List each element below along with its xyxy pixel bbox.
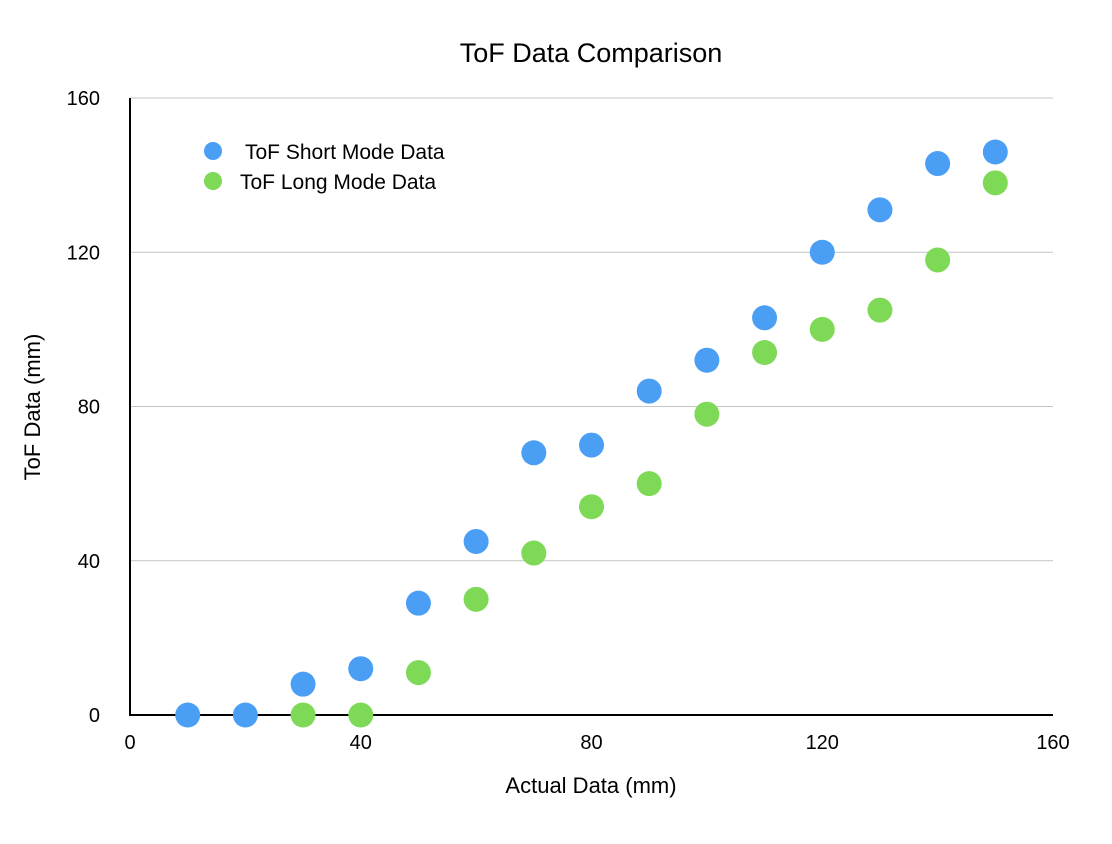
legend-marker-short bbox=[204, 142, 222, 160]
data-point bbox=[752, 305, 778, 331]
data-point bbox=[405, 590, 431, 616]
y-tick-labels: 0 40 80 120 160 bbox=[67, 88, 100, 727]
legend-label-short: ToF Short Mode Data bbox=[245, 141, 445, 164]
x-tick-label: 120 bbox=[806, 732, 839, 754]
data-point bbox=[867, 297, 893, 323]
data-point bbox=[809, 239, 835, 265]
data-point bbox=[232, 702, 258, 728]
x-tick-labels: 0 40 80 120 160 bbox=[124, 732, 1069, 754]
data-point bbox=[463, 586, 489, 612]
legend-item-short: ToF Short Mode Data bbox=[204, 141, 445, 164]
data-point bbox=[809, 316, 835, 342]
x-tick-label: 80 bbox=[580, 732, 602, 754]
data-point bbox=[694, 347, 720, 373]
y-axis-title: ToF Data (mm) bbox=[20, 334, 45, 481]
x-tick-label: 0 bbox=[124, 732, 135, 754]
chart-title: ToF Data Comparison bbox=[460, 38, 723, 68]
x-axis-title: Actual Data (mm) bbox=[505, 773, 676, 798]
data-point bbox=[925, 247, 951, 273]
data-point bbox=[290, 671, 316, 697]
gridlines bbox=[130, 97, 1053, 562]
data-point bbox=[925, 151, 951, 177]
data-point bbox=[290, 702, 316, 728]
data-point bbox=[579, 432, 604, 458]
data-point bbox=[521, 440, 547, 466]
y-tick-label: 160 bbox=[67, 88, 100, 110]
data-point bbox=[982, 139, 1008, 165]
data-point bbox=[463, 528, 489, 554]
y-tick-label: 120 bbox=[67, 242, 100, 264]
legend-marker-long bbox=[204, 172, 222, 190]
data-point bbox=[579, 494, 604, 520]
y-tick-label: 80 bbox=[78, 397, 100, 419]
data-point bbox=[521, 540, 547, 566]
data-point bbox=[405, 660, 431, 686]
legend-item-long: ToF Long Mode Data bbox=[204, 171, 436, 194]
x-tick-label: 40 bbox=[350, 732, 372, 754]
x-tick-label: 160 bbox=[1036, 732, 1069, 754]
data-point bbox=[752, 340, 778, 366]
y-tick-label: 40 bbox=[78, 551, 100, 573]
legend: ToF Short Mode Data ToF Long Mode Data bbox=[204, 141, 445, 194]
y-tick-label: 0 bbox=[89, 705, 100, 727]
data-point bbox=[636, 471, 662, 497]
data-points bbox=[175, 139, 1008, 728]
series-0 bbox=[175, 139, 1008, 728]
series-1 bbox=[290, 170, 1008, 728]
data-point bbox=[636, 378, 662, 404]
axes bbox=[129, 98, 1053, 716]
data-point bbox=[867, 197, 893, 223]
data-point bbox=[348, 656, 374, 682]
data-point bbox=[348, 702, 374, 728]
data-point bbox=[175, 702, 201, 728]
data-point bbox=[982, 170, 1008, 196]
data-point bbox=[694, 401, 720, 427]
legend-label-long: ToF Long Mode Data bbox=[240, 171, 436, 194]
